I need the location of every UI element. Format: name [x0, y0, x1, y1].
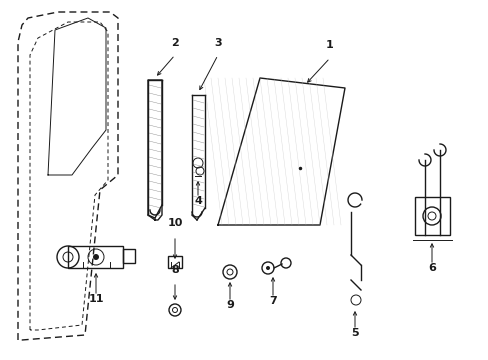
- Circle shape: [93, 254, 99, 260]
- Text: 6: 6: [427, 263, 435, 273]
- Bar: [168, 256, 182, 268]
- Text: 9: 9: [225, 300, 233, 310]
- Text: 1: 1: [325, 40, 333, 50]
- Circle shape: [265, 266, 269, 270]
- Bar: [123, 249, 135, 263]
- Text: 8: 8: [171, 265, 179, 275]
- Text: 10: 10: [167, 218, 183, 228]
- Text: 2: 2: [171, 38, 179, 48]
- Bar: [68, 246, 123, 268]
- Bar: [414, 197, 449, 235]
- Text: 3: 3: [214, 38, 222, 48]
- Text: 5: 5: [350, 328, 358, 338]
- Text: 7: 7: [268, 296, 276, 306]
- Text: 11: 11: [88, 294, 103, 304]
- Text: 4: 4: [194, 196, 202, 206]
